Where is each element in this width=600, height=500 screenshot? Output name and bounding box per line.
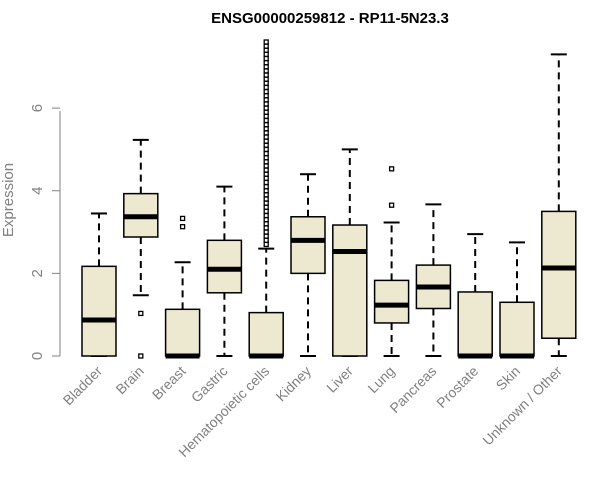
outlier-point xyxy=(263,76,269,82)
outlier-point xyxy=(388,202,395,208)
outlier-point xyxy=(263,55,269,62)
outlier-point xyxy=(263,113,269,120)
box-liver xyxy=(332,224,368,357)
outlier-point xyxy=(179,215,186,222)
outlier-point xyxy=(263,138,269,144)
outlier-point xyxy=(263,88,269,95)
outlier-point xyxy=(263,72,269,78)
outlier-point xyxy=(263,208,269,215)
outlier-point xyxy=(263,101,269,107)
x-tick-label-skin: Skin xyxy=(493,363,524,394)
box-group-gastric xyxy=(206,185,243,357)
outlier-point xyxy=(138,353,144,359)
outlier-point xyxy=(263,229,269,235)
outlier-point xyxy=(263,221,269,227)
outlier-point xyxy=(263,155,269,161)
outlier-point xyxy=(388,166,395,172)
outlier-point xyxy=(263,217,269,223)
box-group-liver xyxy=(332,148,368,357)
outlier-point xyxy=(263,121,269,128)
outlier-point xyxy=(263,179,269,186)
boxplot-series xyxy=(81,39,577,359)
box-bladder xyxy=(81,265,117,357)
x-tick-label-kidney: Kidney xyxy=(273,363,315,405)
box-group-skin xyxy=(499,241,535,359)
x-tick-label-unknown-other: Unknown / Other xyxy=(479,363,565,449)
outlier-point xyxy=(263,159,269,165)
outlier-point xyxy=(263,51,269,58)
outlier-point xyxy=(138,310,144,317)
x-tick-label-liver: Liver xyxy=(323,363,356,396)
box-skin xyxy=(499,301,535,357)
outlier-point xyxy=(263,109,269,115)
box-breast xyxy=(164,308,201,357)
outlier-point xyxy=(263,171,269,177)
y-tick-label: 2 xyxy=(29,269,46,277)
box-lung xyxy=(373,279,410,324)
outlier-point xyxy=(263,117,269,124)
outlier-point xyxy=(263,142,269,148)
outlier-point xyxy=(263,167,269,173)
box-group-breast xyxy=(164,215,201,359)
x-tick-label-prostate: Prostate xyxy=(433,363,481,411)
box-group-unknown-other xyxy=(541,53,577,357)
y-tick-label: 6 xyxy=(29,104,46,112)
chart-title: ENSG00000259812 - RP11-5N23.3 xyxy=(211,10,449,27)
box-gastric xyxy=(206,239,243,294)
x-tick-label-lung: Lung xyxy=(364,363,397,396)
outlier-point xyxy=(263,43,269,49)
y-tick-label: 0 xyxy=(29,352,46,360)
outlier-point xyxy=(263,204,269,210)
box-group-hematopoietic-cells xyxy=(248,39,284,359)
outlier-point xyxy=(263,47,269,53)
box-group-brain xyxy=(123,138,159,359)
x-tick-label-brain: Brain xyxy=(112,363,146,397)
outlier-point xyxy=(263,192,269,198)
x-tick-label-breast: Breast xyxy=(149,363,189,403)
outlier-point xyxy=(263,68,269,74)
box-prostate xyxy=(457,291,493,357)
outlier-point xyxy=(263,93,269,99)
outlier-point xyxy=(263,105,269,111)
outlier-point xyxy=(263,146,269,153)
outlier-point xyxy=(263,225,269,231)
outlier-point xyxy=(263,233,269,239)
box-group-pancreas xyxy=(415,203,452,357)
outlier-point xyxy=(263,241,269,248)
y-axis-ticks: 0 2 4 6 xyxy=(29,104,60,360)
outlier-point xyxy=(263,134,269,140)
box-group-kidney xyxy=(290,173,326,357)
outlier-point xyxy=(263,175,269,181)
outlier-point xyxy=(263,237,269,243)
y-tick-label: 4 xyxy=(29,187,46,195)
outlier-point xyxy=(263,212,269,219)
box-unknown-other xyxy=(541,210,577,339)
outlier-point xyxy=(263,196,269,202)
outlier-point xyxy=(263,130,269,136)
outlier-point xyxy=(263,60,269,66)
box-group-bladder xyxy=(81,212,117,357)
box-group-lung xyxy=(373,166,410,357)
outlier-point xyxy=(263,126,269,132)
outlier-point xyxy=(263,84,269,91)
outlier-point xyxy=(263,97,269,103)
y-axis-label: Expression xyxy=(0,163,17,237)
outlier-point xyxy=(263,163,269,169)
box-kidney xyxy=(290,216,326,275)
outlier-point xyxy=(263,64,269,70)
outlier-point xyxy=(263,188,269,194)
outlier-point xyxy=(179,224,186,230)
x-tick-label-bladder: Bladder xyxy=(60,363,106,409)
outlier-point xyxy=(263,150,269,157)
outlier-point xyxy=(263,80,269,86)
outlier-point xyxy=(263,183,269,190)
box-group-prostate xyxy=(457,233,493,359)
outlier-point xyxy=(263,200,269,206)
outlier-point xyxy=(263,39,269,45)
box-hematopoietic-cells xyxy=(248,311,284,357)
